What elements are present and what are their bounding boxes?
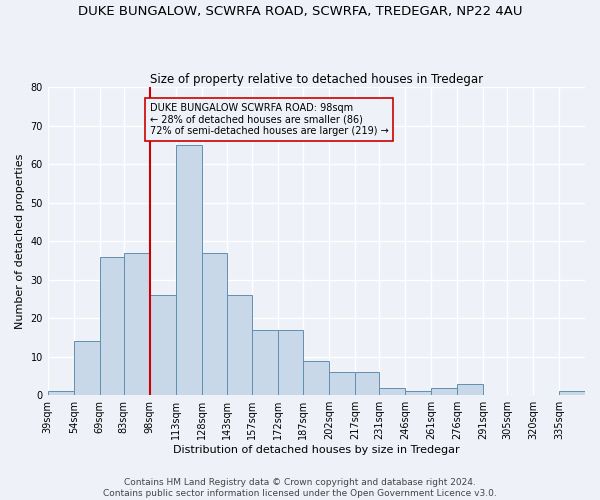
Bar (202, 252, 227, 395)
Bar (457, 384, 483, 395)
Bar (251, 330, 278, 395)
Text: DUKE BUNGALOW SCWRFA ROAD: 98sqm
← 28% of detached houses are smaller (86)
72% o: DUKE BUNGALOW SCWRFA ROAD: 98sqm ← 28% o… (150, 102, 388, 136)
Bar (406, 392, 431, 395)
Y-axis label: Number of detached properties: Number of detached properties (15, 154, 25, 329)
Bar (150, 295, 176, 395)
X-axis label: Distribution of detached houses by size in Tredegar: Distribution of detached houses by size … (173, 445, 460, 455)
Bar (227, 295, 251, 395)
Title: Size of property relative to detached houses in Tredegar: Size of property relative to detached ho… (150, 73, 483, 86)
Bar (74, 342, 100, 395)
Bar (431, 388, 457, 395)
Bar (355, 372, 379, 395)
Bar (379, 388, 406, 395)
Bar (48, 392, 74, 395)
Bar (329, 372, 355, 395)
Text: Contains HM Land Registry data © Crown copyright and database right 2024.
Contai: Contains HM Land Registry data © Crown c… (103, 478, 497, 498)
Bar (304, 360, 329, 395)
Bar (278, 330, 304, 395)
Bar (559, 392, 585, 395)
Bar (124, 252, 150, 395)
Text: DUKE BUNGALOW, SCWRFA ROAD, SCWRFA, TREDEGAR, NP22 4AU: DUKE BUNGALOW, SCWRFA ROAD, SCWRFA, TRED… (78, 5, 522, 18)
Bar (176, 145, 202, 395)
Bar (100, 256, 124, 395)
